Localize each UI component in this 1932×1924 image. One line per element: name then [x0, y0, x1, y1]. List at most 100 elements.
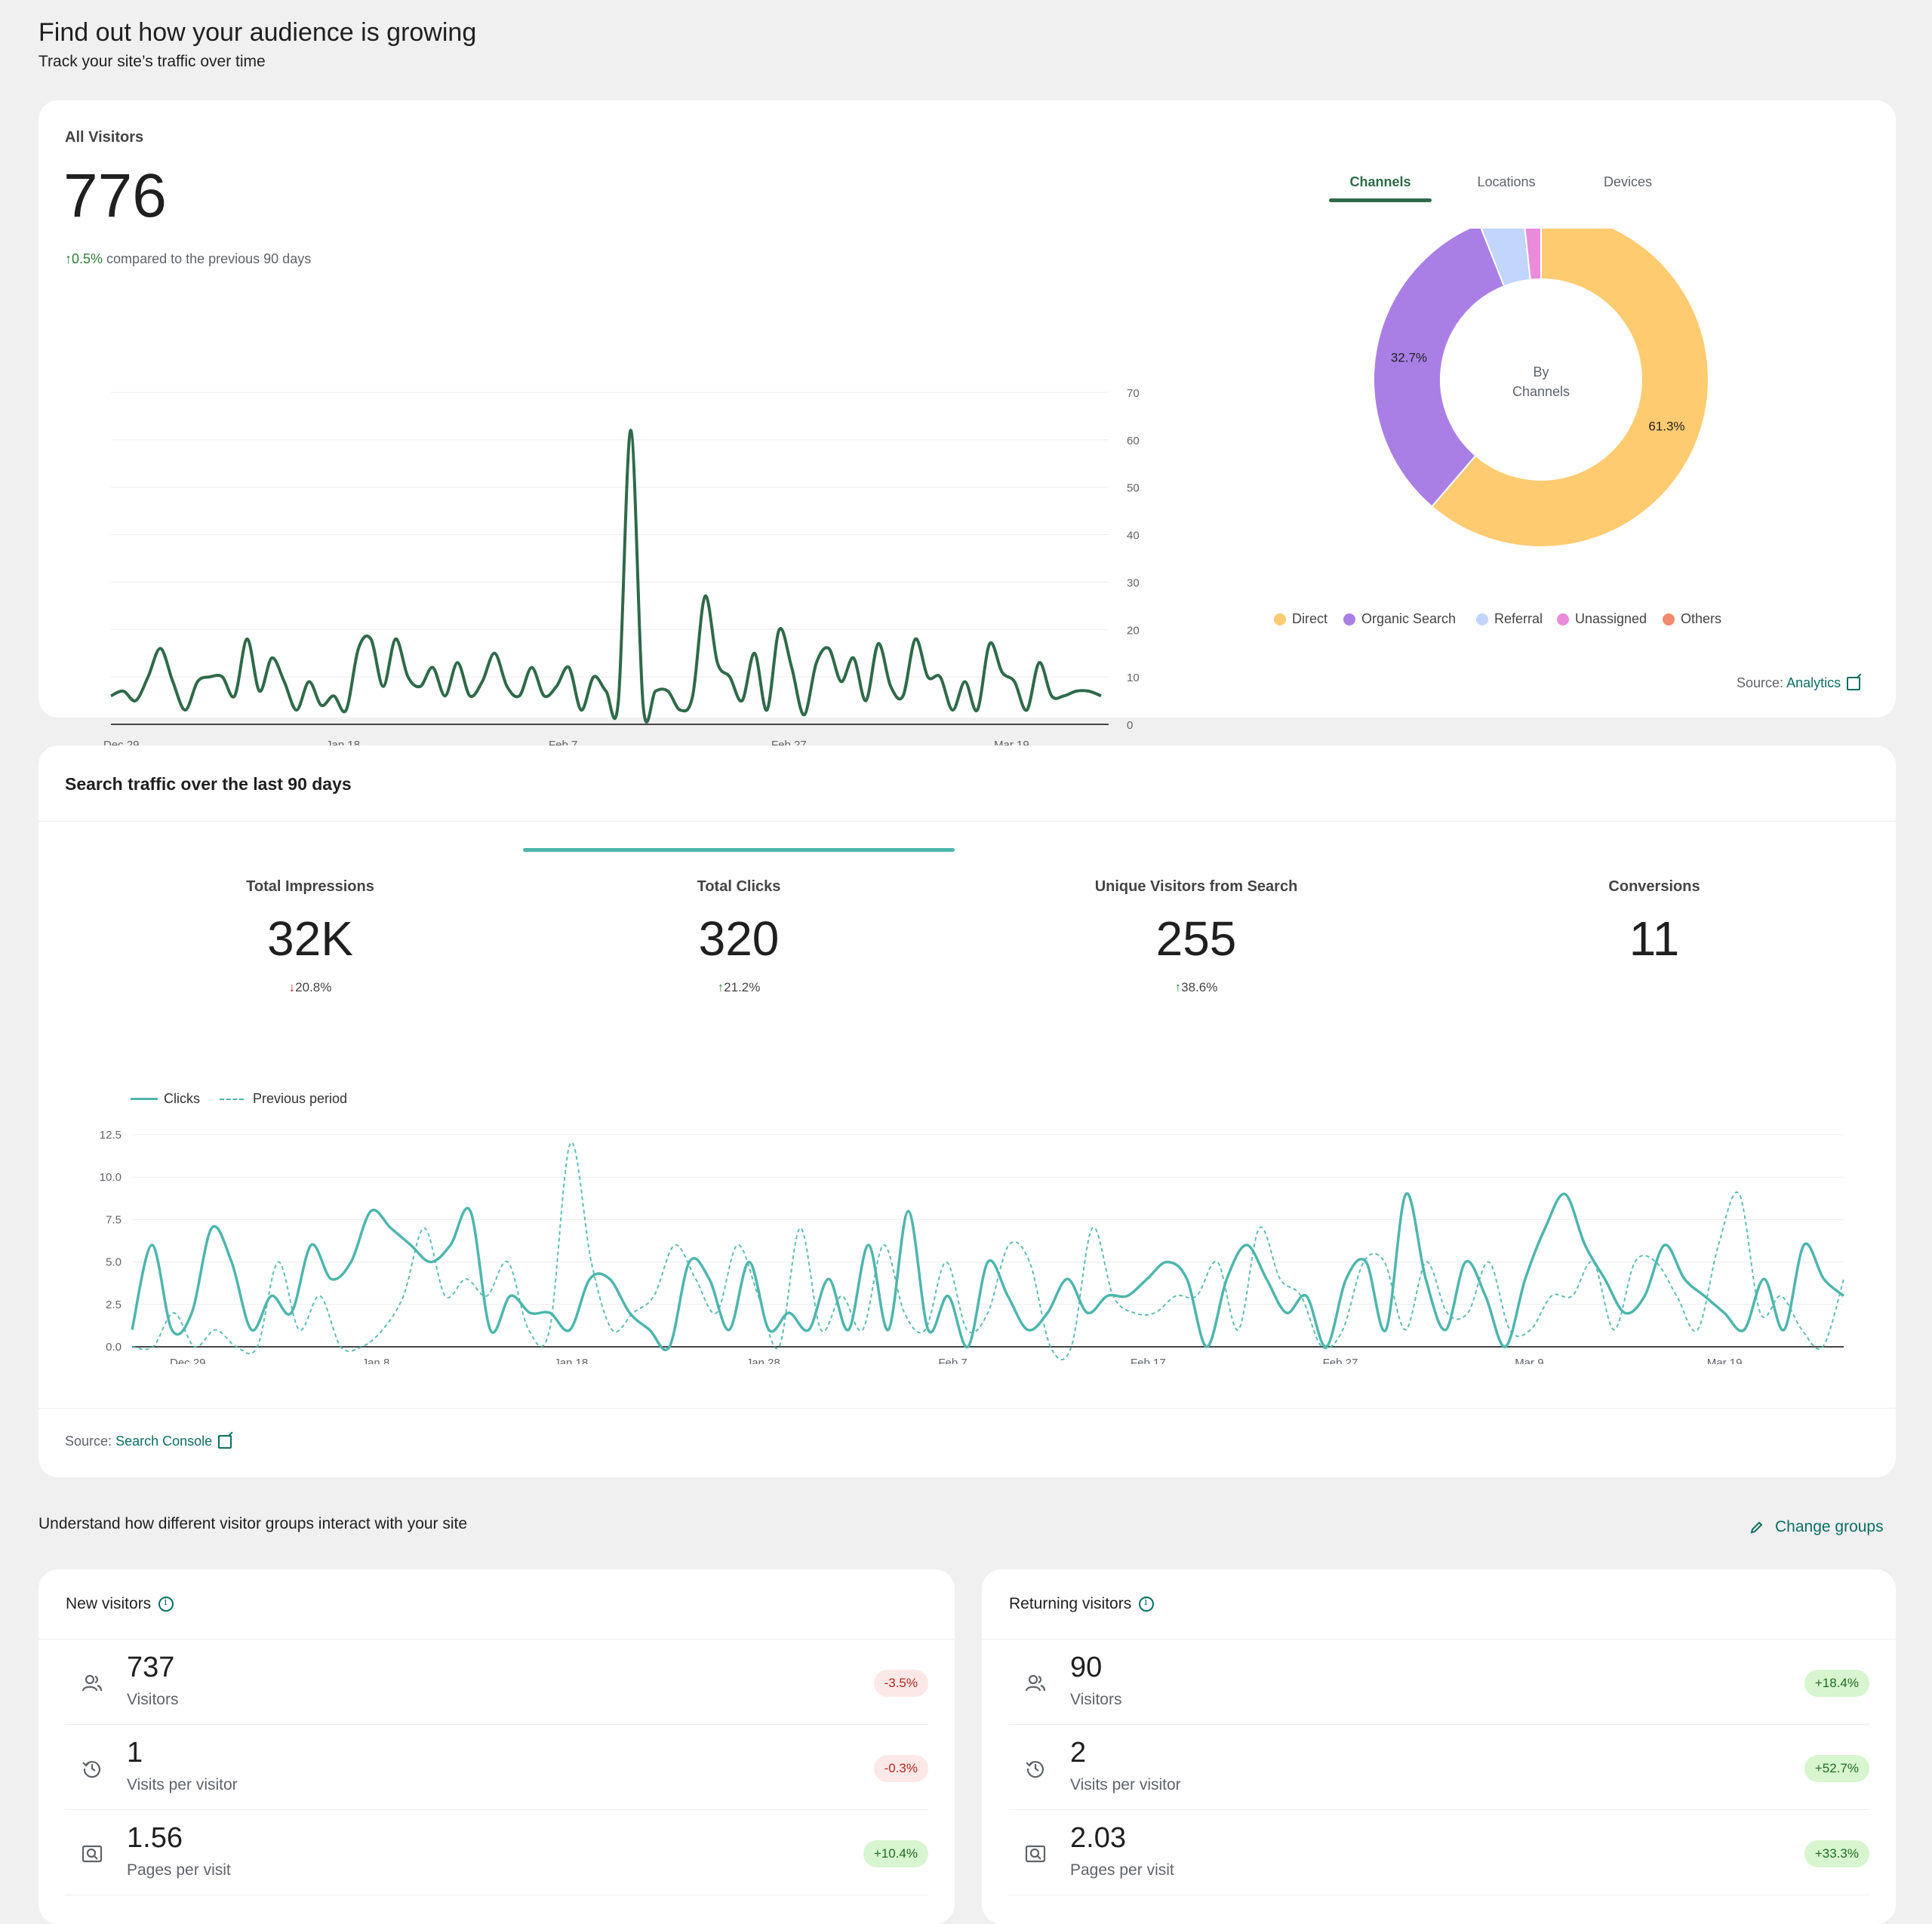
legend-dot-icon — [1557, 613, 1569, 625]
y-tick-label: 7.5 — [106, 1213, 122, 1226]
change-value: 0.5% — [72, 251, 103, 266]
legend-dot-icon — [1663, 613, 1675, 625]
list-item: 90 Visitors +18.4% — [1008, 1640, 1869, 1725]
y-tick-label: 40 — [1127, 530, 1140, 542]
legend-direct: Direct — [1274, 611, 1327, 627]
status-badge: +33.3% — [1804, 1840, 1869, 1867]
legend-dashed-line-icon — [220, 1098, 244, 1100]
legend-dot-icon — [1274, 613, 1286, 625]
x-tick-label: Mar 9 — [1515, 1357, 1543, 1364]
arrow-up-icon: ↑ — [717, 980, 724, 994]
slice-label: 61.3% — [1648, 420, 1684, 434]
y-tick-label: 0.0 — [106, 1341, 122, 1354]
x-tick-label: Mar 19 — [1707, 1357, 1743, 1364]
channels-donut-chart: 61.3% 32.7% By Channels — [1373, 229, 1709, 548]
pencil-icon — [1750, 1521, 1763, 1534]
search-console-source: Source: Search Console — [65, 1434, 232, 1449]
legend-organic-search: Organic Search — [1343, 611, 1456, 627]
external-link-icon[interactable] — [1847, 677, 1861, 691]
all-visitors-total: 776 — [63, 161, 167, 230]
tab-channels[interactable]: Channels — [1349, 174, 1411, 189]
metric-unique-visitors[interactable]: Unique Visitors from Search 255 ↑38.6% — [1094, 878, 1298, 994]
info-icon[interactable] — [158, 1597, 174, 1612]
metric-active-indicator — [523, 848, 955, 852]
tab-active-indicator — [1329, 198, 1432, 202]
legend-dot-icon — [1343, 613, 1355, 625]
legend-previous-period: Previous period — [220, 1091, 347, 1107]
analytics-link[interactable]: Analytics — [1786, 675, 1841, 690]
external-link-icon[interactable] — [218, 1435, 232, 1449]
search-console-link[interactable]: Search Console — [115, 1434, 213, 1449]
tab-locations[interactable]: Locations — [1477, 174, 1536, 189]
legend-clicks: Clicks — [131, 1091, 200, 1107]
search-traffic-card: Search traffic over the last 90 days Tot… — [38, 745, 1896, 1477]
status-badge: +10.4% — [863, 1840, 928, 1867]
y-tick-label: 5.0 — [106, 1256, 122, 1269]
legend-line-icon — [131, 1098, 158, 1100]
page-title: Find out how your audience is growing — [38, 18, 477, 47]
history-icon — [1026, 1761, 1044, 1778]
status-badge: +52.7% — [1804, 1755, 1869, 1782]
metric-conversions[interactable]: Conversions 11 — [1608, 878, 1700, 966]
legend-unassigned: Unassigned — [1557, 611, 1647, 627]
legend-dot-icon — [1476, 613, 1488, 625]
change-groups-button[interactable]: Change groups — [1749, 1518, 1884, 1536]
list-item: 2.03 Pages per visit +33.3% — [1008, 1810, 1869, 1895]
returning-visitors-card: Returning visitors 90 Visitors +18.4% 2 … — [982, 1569, 1896, 1924]
page-search-icon — [1025, 1845, 1046, 1863]
slice-label: 32.7% — [1391, 351, 1427, 365]
divider — [38, 1408, 1896, 1409]
pie-slice — [1430, 229, 1709, 548]
x-tick-label: Jan 28 — [746, 1357, 780, 1364]
clicks-line-chart: 0.0 2.5 5.0 7.5 10.0 12.5 Dec 29 Jan 8 Jan 18 Jan… — [100, 1129, 1845, 1364]
tab-devices[interactable]: Devices — [1603, 174, 1653, 189]
y-tick-label: 2.5 — [106, 1299, 122, 1311]
page-search-icon — [82, 1845, 103, 1863]
status-badge: -0.3% — [873, 1755, 928, 1782]
page-subtitle: Track your site’s traffic over time — [38, 53, 266, 70]
series-line — [110, 429, 1102, 724]
search-card-title: Search traffic over the last 90 days — [65, 774, 352, 794]
analytics-source: Source: Analytics — [1737, 675, 1861, 691]
list-item: 1 Visits per visitor -0.3% — [65, 1725, 928, 1810]
people-icon — [82, 1674, 103, 1692]
metric-total-clicks[interactable]: Total Clicks 320 ↑21.2% — [697, 878, 781, 994]
y-tick-label: 0 — [1127, 719, 1133, 732]
y-tick-label: 10 — [1127, 672, 1140, 684]
y-tick-label: 30 — [1127, 576, 1140, 589]
clicks-line — [131, 1192, 1845, 1351]
new-visitors-title: New visitors — [66, 1595, 174, 1613]
returning-visitors-title: Returning visitors — [1009, 1595, 1155, 1613]
y-tick-label: 70 — [1127, 387, 1140, 400]
list-item: 737 Visitors -3.5% — [65, 1640, 928, 1725]
divider — [38, 821, 1896, 822]
list-item: 1.56 Pages per visit +10.4% — [65, 1810, 928, 1895]
metric-total-impressions[interactable]: Total Impressions 32K ↓20.8% — [246, 878, 374, 994]
all-visitors-change: ↑0.5% compared to the previous 90 days — [65, 251, 311, 267]
groups-intro: Understand how different visitor groups … — [38, 1515, 468, 1532]
all-visitors-card: All Visitors 776 ↑0.5% compared to the p… — [38, 100, 1896, 749]
history-icon — [82, 1761, 100, 1778]
arrow-down-icon: ↓ — [288, 980, 296, 994]
list-item: 2 Visits per visitor +52.7% — [1008, 1725, 1869, 1810]
x-tick-label: Feb 7 — [938, 1357, 967, 1364]
y-tick-label: 50 — [1127, 482, 1140, 495]
donut-center-label: Channels — [1512, 384, 1570, 399]
status-badge: +18.4% — [1804, 1670, 1869, 1697]
legend-referral: Referral — [1476, 611, 1543, 627]
x-tick-label: Feb 27 — [1323, 1357, 1358, 1364]
arrow-up-icon: ↑ — [65, 251, 72, 266]
divider — [38, 1639, 955, 1640]
y-tick-label: 10.0 — [100, 1171, 122, 1184]
pie-slice — [1524, 229, 1542, 281]
status-badge: -3.5% — [873, 1670, 928, 1697]
new-visitors-card: New visitors 737 Visitors -3.5% 1 Visits… — [38, 1569, 955, 1924]
y-tick-label: 12.5 — [100, 1129, 122, 1142]
donut-center-label: By — [1533, 364, 1549, 380]
y-tick-label: 60 — [1127, 435, 1140, 447]
x-tick-label: Feb 17 — [1131, 1357, 1166, 1364]
pie-slice — [1373, 229, 1506, 508]
y-tick-label: 20 — [1127, 624, 1140, 637]
x-tick-label: Jan 18 — [554, 1357, 588, 1364]
info-icon[interactable] — [1139, 1597, 1155, 1612]
